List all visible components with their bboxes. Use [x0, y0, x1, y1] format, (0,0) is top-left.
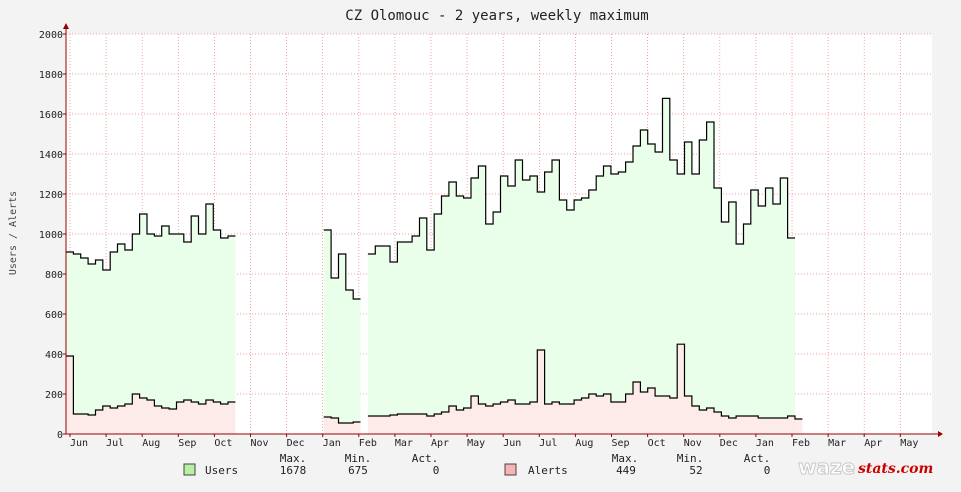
- x-tick-label: Jun: [70, 438, 88, 449]
- y-tick-label: 1600: [39, 110, 63, 121]
- y-axis-label: Users / Alerts: [8, 191, 19, 275]
- y-tick-labels: 0 200 400 600 800 1000 1200 1400 1600 1800 2000: [39, 30, 63, 441]
- x-tick-label: Mar: [395, 438, 413, 449]
- line-users: [323, 229, 361, 300]
- y-axis-arrow: [63, 23, 69, 29]
- y-tick-label: 1200: [39, 190, 63, 201]
- area-users: [66, 204, 236, 434]
- legend-label-users: Users: [205, 464, 238, 477]
- x-tick-label: Sep: [178, 438, 196, 449]
- alerts-max-header: Max.: [612, 452, 639, 465]
- legend-swatch-users: [183, 463, 196, 476]
- y-tick-label: 400: [45, 350, 63, 361]
- x-tick-label: Nov: [251, 438, 269, 449]
- users-act-header: Act.: [412, 452, 439, 465]
- x-tick-label: Aug: [142, 438, 160, 449]
- series-lines: [66, 97, 803, 424]
- x-tick-label: Apr: [431, 438, 449, 449]
- logo-stats-text: stats.com: [858, 461, 933, 477]
- logo-waze-text: waze: [798, 455, 855, 479]
- alerts-min-header: Min.: [677, 452, 704, 465]
- y-tick-label: 1000: [39, 230, 63, 241]
- x-tick-label: Jul: [106, 438, 124, 449]
- alerts-act-value: 0: [764, 464, 771, 477]
- x-tick-label: Feb: [359, 438, 377, 449]
- x-tick-label: Jan: [323, 438, 341, 449]
- alerts-max-value: 449: [616, 464, 636, 477]
- line-alerts: [66, 355, 236, 416]
- users-max-header: Max.: [280, 452, 307, 465]
- area-users: [367, 98, 795, 435]
- x-axis-arrow: [938, 431, 943, 437]
- x-tick-label: May: [467, 438, 485, 449]
- x-tick-label: Apr: [864, 438, 882, 449]
- x-tick-label: Mar: [828, 438, 846, 449]
- chart-title: CZ Olomouc - 2 years, weekly maximum: [345, 8, 648, 24]
- line-alerts: [323, 416, 361, 424]
- x-tick-label: Feb: [792, 438, 810, 449]
- alerts-act-header: Act.: [744, 452, 771, 465]
- x-tick-label: Dec: [287, 438, 305, 449]
- y-tick-label: 1400: [39, 150, 63, 161]
- x-tick-label: Nov: [684, 438, 702, 449]
- x-tick-label: Jul: [539, 438, 557, 449]
- area-alerts: [66, 356, 236, 434]
- x-tick-labels: Jun Jul Aug Sep Oct Nov Dec Jan Feb Mar Apr May Jun J…: [70, 438, 918, 449]
- line-users: [66, 203, 236, 271]
- area-alerts: [323, 417, 361, 434]
- y-tick-label: 2000: [39, 30, 63, 41]
- users-max-value: 1678: [280, 464, 307, 477]
- wazestats-logo: waze stats.com: [798, 455, 934, 480]
- x-tick-label: Oct: [648, 438, 666, 449]
- y-tick-label: 800: [45, 270, 63, 281]
- x-tick-label: May: [900, 438, 918, 449]
- legend-label-alerts: Alerts: [528, 464, 568, 477]
- y-tick-label: 200: [45, 390, 63, 401]
- line-alerts: [367, 343, 803, 420]
- area-users: [323, 230, 361, 434]
- area-alerts: [367, 344, 803, 434]
- line-users: [367, 97, 795, 263]
- x-tick-label: Oct: [214, 438, 232, 449]
- x-tick-label: Sep: [612, 438, 630, 449]
- x-tick-label: Aug: [575, 438, 593, 449]
- y-tick-label: 600: [45, 310, 63, 321]
- users-min-header: Min.: [345, 452, 372, 465]
- series-areas: [66, 98, 803, 435]
- x-tick-label: Jun: [503, 438, 521, 449]
- alerts-min-value: 52: [689, 464, 702, 477]
- legend: Users Max. Min. Act. 1678 675 0 Alerts M…: [183, 452, 771, 477]
- y-tick-label: 0: [57, 430, 63, 441]
- x-tick-label: Jan: [756, 438, 774, 449]
- legend-swatch-alerts: [504, 463, 517, 476]
- x-tick-label: Dec: [720, 438, 738, 449]
- axes: [63, 23, 943, 437]
- users-min-value: 675: [348, 464, 368, 477]
- users-act-value: 0: [433, 464, 440, 477]
- y-tick-label: 1800: [39, 70, 63, 81]
